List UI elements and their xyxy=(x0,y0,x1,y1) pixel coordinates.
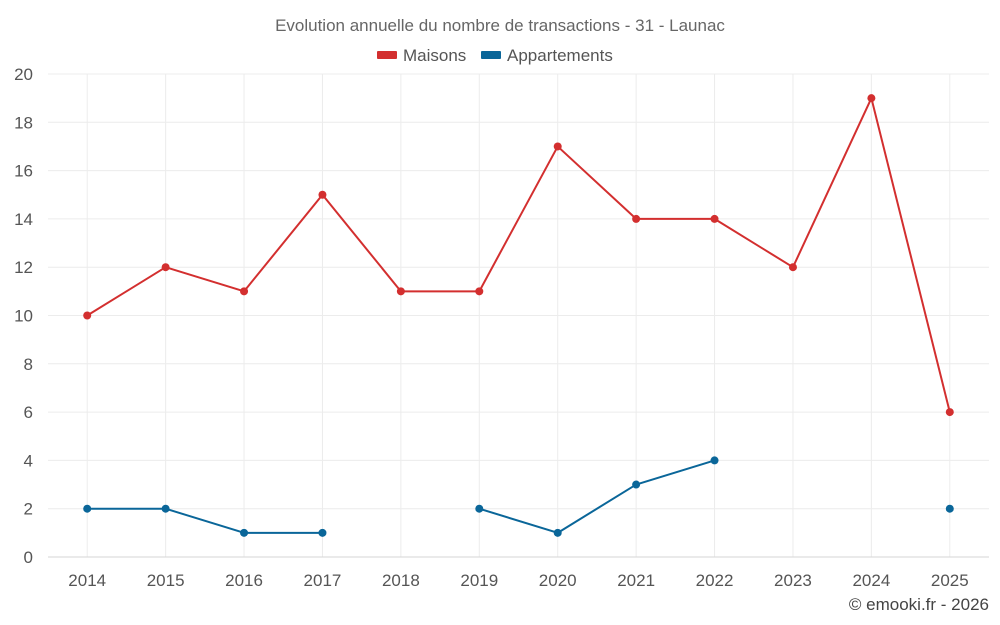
data-point-maisons-2016[interactable] xyxy=(240,287,249,296)
data-point-maisons-2019[interactable] xyxy=(475,287,484,296)
data-point-appartements-2020[interactable] xyxy=(553,528,562,537)
series-line-maisons xyxy=(86,97,951,413)
y-tick-label: 4 xyxy=(24,451,33,470)
series xyxy=(83,94,954,537)
data-point-maisons-2020[interactable] xyxy=(553,142,562,151)
data-point-maisons-2025[interactable] xyxy=(945,408,954,417)
y-tick-label: 18 xyxy=(14,113,33,132)
data-point-maisons-2022[interactable] xyxy=(710,214,719,223)
x-axis: 2014 2015 2016 2017 2018 2019 2020 2021 2022 2023… xyxy=(48,556,989,590)
x-tick-label: 2025 xyxy=(931,571,969,590)
y-tick-label: 6 xyxy=(24,403,33,422)
x-tick-label: 2014 xyxy=(68,571,106,590)
y-tick-label: 0 xyxy=(24,548,33,567)
series-line-appartements xyxy=(87,507,323,534)
legend-label-appartements[interactable]: Appartements xyxy=(507,46,613,65)
data-point-appartements-2025[interactable] xyxy=(945,504,954,513)
y-tick-label: 20 xyxy=(14,65,33,84)
data-point-maisons-2018[interactable] xyxy=(396,287,405,296)
data-point-appartements-2015[interactable] xyxy=(161,504,170,513)
data-point-maisons-2024[interactable] xyxy=(867,94,876,103)
y-tick-label: 14 xyxy=(14,210,33,229)
legend-swatch-appartements xyxy=(481,51,501,59)
data-point-maisons-2023[interactable] xyxy=(788,263,797,272)
y-tick-label: 8 xyxy=(24,355,33,374)
x-tick-label: 2023 xyxy=(774,571,812,590)
series-appartements xyxy=(83,456,954,537)
x-tick-label: 2019 xyxy=(460,571,498,590)
y-axis: 0 2 4 6 8 10 12 14 16 18 20 xyxy=(14,65,33,567)
chart-title: Evolution annuelle du nombre de transact… xyxy=(275,16,725,35)
data-point-maisons-2021[interactable] xyxy=(632,214,641,223)
x-tick-label: 2020 xyxy=(539,571,577,590)
y-tick-label: 12 xyxy=(14,258,33,277)
series-line-appartements xyxy=(478,459,715,534)
data-point-appartements-2021[interactable] xyxy=(632,480,641,489)
x-tick-label: 2021 xyxy=(617,571,655,590)
data-point-appartements-2022[interactable] xyxy=(710,456,719,465)
x-tick-label: 2018 xyxy=(382,571,420,590)
x-tick-label: 2017 xyxy=(304,571,342,590)
data-point-appartements-2017[interactable] xyxy=(318,528,327,537)
data-point-appartements-2016[interactable] xyxy=(240,528,249,537)
x-tick-label: 2015 xyxy=(147,571,185,590)
data-point-maisons-2015[interactable] xyxy=(161,263,170,272)
credit-text: © emooki.fr - 2026 xyxy=(849,595,989,614)
data-point-maisons-2014[interactable] xyxy=(83,311,92,320)
grid xyxy=(48,73,989,558)
legend-swatch-maisons xyxy=(377,51,397,59)
x-tick-label: 2016 xyxy=(225,571,263,590)
data-point-maisons-2017[interactable] xyxy=(318,190,327,199)
y-tick-label: 16 xyxy=(14,162,33,181)
data-point-appartements-2019[interactable] xyxy=(475,504,484,513)
legend-label-maisons[interactable]: Maisons xyxy=(403,46,466,65)
y-tick-label: 10 xyxy=(14,307,33,326)
y-tick-label: 2 xyxy=(24,500,33,519)
x-tick-label: 2024 xyxy=(852,571,890,590)
data-point-appartements-2014[interactable] xyxy=(83,504,92,513)
series-maisons xyxy=(83,94,954,417)
legend: Maisons Appartements xyxy=(377,46,613,65)
x-tick-label: 2022 xyxy=(696,571,734,590)
